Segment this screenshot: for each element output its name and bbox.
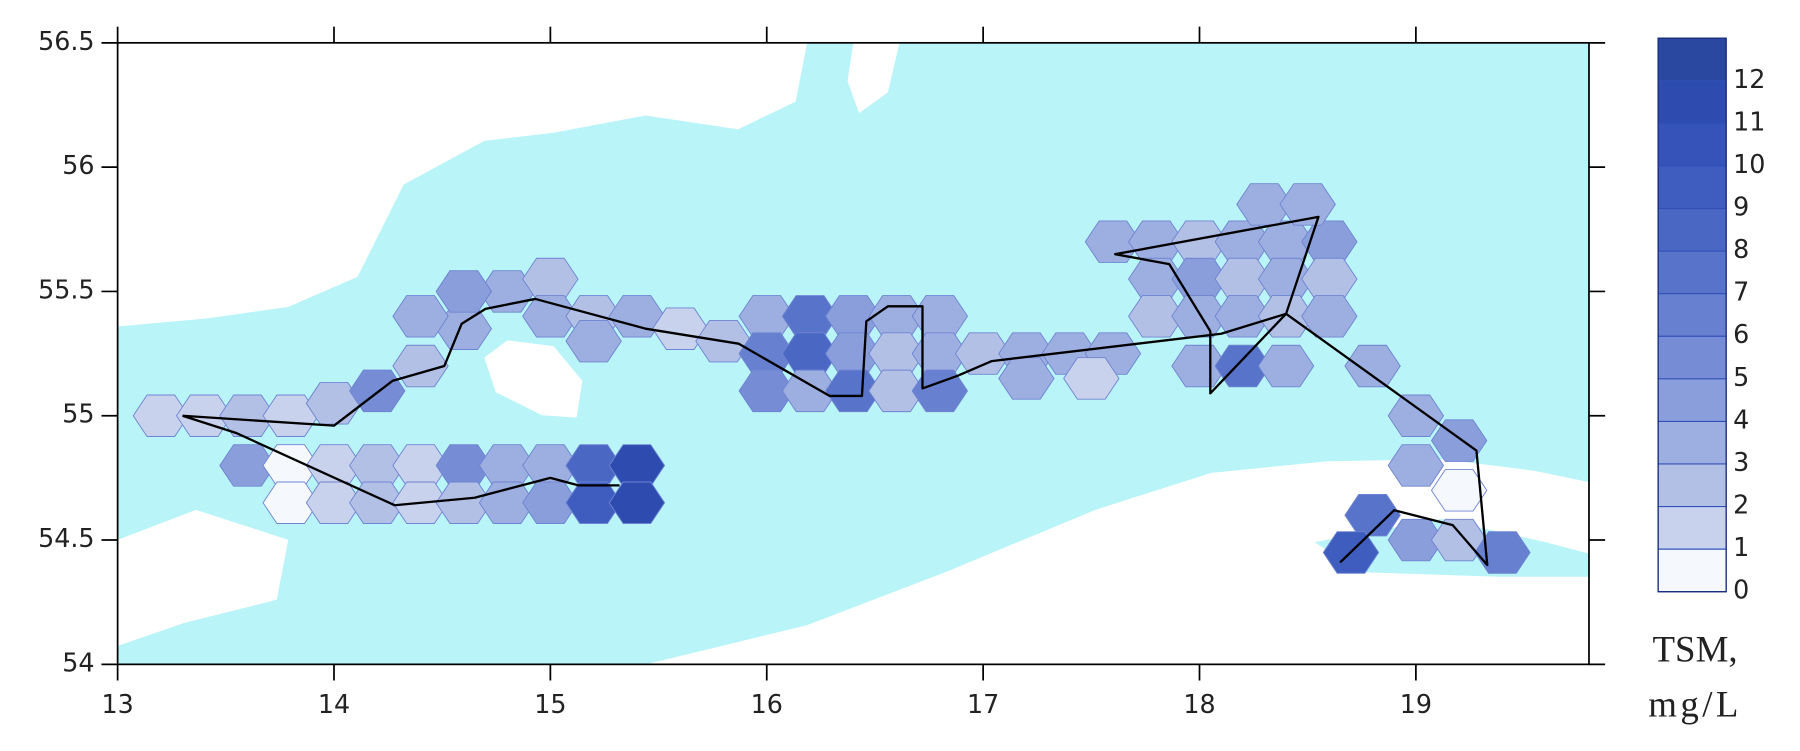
map-area	[117, 42, 1589, 665]
tsm-cell	[1431, 419, 1488, 462]
plot-frame	[116, 41, 1590, 666]
colorbar-label: mg/L	[1648, 684, 1742, 725]
y-tick-label: 54.5	[38, 523, 94, 553]
tsm-cell	[1474, 531, 1531, 574]
colorbar-frame	[1657, 37, 1727, 593]
colorbar-tick-label: 5	[1733, 362, 1749, 392]
colorbar-band	[1658, 378, 1727, 422]
colorbar-band	[1658, 251, 1727, 294]
y-tick-label: 55.5	[38, 274, 94, 304]
tsm-cell	[1387, 394, 1445, 437]
y-tick-label: 54	[62, 647, 94, 677]
y-tick-label: 56	[62, 150, 94, 180]
colorbar-tick-label: 8	[1733, 234, 1749, 264]
colorbar-band	[1658, 336, 1727, 379]
x-tick-label: 17	[967, 689, 999, 719]
colorbar-band	[1658, 80, 1727, 124]
land	[117, 509, 289, 646]
land	[484, 340, 583, 418]
colorbar-label: TSM,	[1653, 628, 1738, 669]
colorbar-band	[1658, 165, 1727, 209]
track-line	[182, 215, 1489, 567]
colorbar-tick-label: 4	[1733, 404, 1749, 434]
colorbar-band	[1658, 38, 1727, 81]
y-tick-label: 55	[62, 399, 94, 429]
colorbar-tick-label: 7	[1733, 277, 1749, 307]
colorbar-tick-label: 2	[1733, 490, 1749, 520]
ship-track	[182, 215, 1489, 567]
x-tick-label: 16	[751, 689, 783, 719]
colorbar-tick-label: 11	[1733, 106, 1765, 136]
x-tick-label: 18	[1183, 689, 1215, 719]
colorbar-band	[1658, 506, 1727, 550]
colorbar-band	[1658, 123, 1727, 166]
tsm-cell	[565, 319, 622, 363]
land	[847, 42, 900, 114]
x-tick-label: 19	[1400, 689, 1432, 719]
colorbar-band	[1658, 293, 1727, 337]
tsm-cell	[608, 481, 666, 524]
colorbar-band	[1658, 549, 1727, 592]
colorbar-tick-label: 1	[1733, 532, 1749, 562]
colorbar-band	[1658, 208, 1727, 252]
x-tick-label: 14	[318, 689, 350, 719]
tsm-cell	[1257, 344, 1315, 388]
tsm-cell	[1301, 295, 1358, 338]
colorbar-tick-label: 10	[1733, 149, 1765, 179]
tsm-cell	[911, 369, 968, 413]
colorbar-tick-label: 3	[1733, 447, 1749, 477]
colorbar-tick-label: 0	[1733, 575, 1749, 605]
land	[117, 42, 808, 327]
colorbar-band	[1658, 421, 1727, 464]
tsm-cell	[1431, 469, 1488, 512]
tsm-cell	[392, 295, 449, 338]
colorbar-tick-label: 6	[1733, 319, 1749, 349]
tsm-cell	[435, 270, 492, 313]
tsm-cell	[1279, 183, 1336, 226]
tsm-cells	[132, 183, 1531, 574]
colorbar-band	[1658, 463, 1727, 507]
y-tick-label: 56.5	[38, 26, 94, 56]
colorbar-tick-label: 9	[1733, 192, 1749, 222]
tsm-cell	[1344, 344, 1401, 388]
x-tick-label: 15	[534, 689, 566, 719]
tsm-cell	[1063, 357, 1120, 400]
colorbar-tick-label: 12	[1733, 64, 1765, 94]
x-tick-label: 13	[101, 689, 133, 719]
tsm-cell	[1387, 444, 1445, 487]
